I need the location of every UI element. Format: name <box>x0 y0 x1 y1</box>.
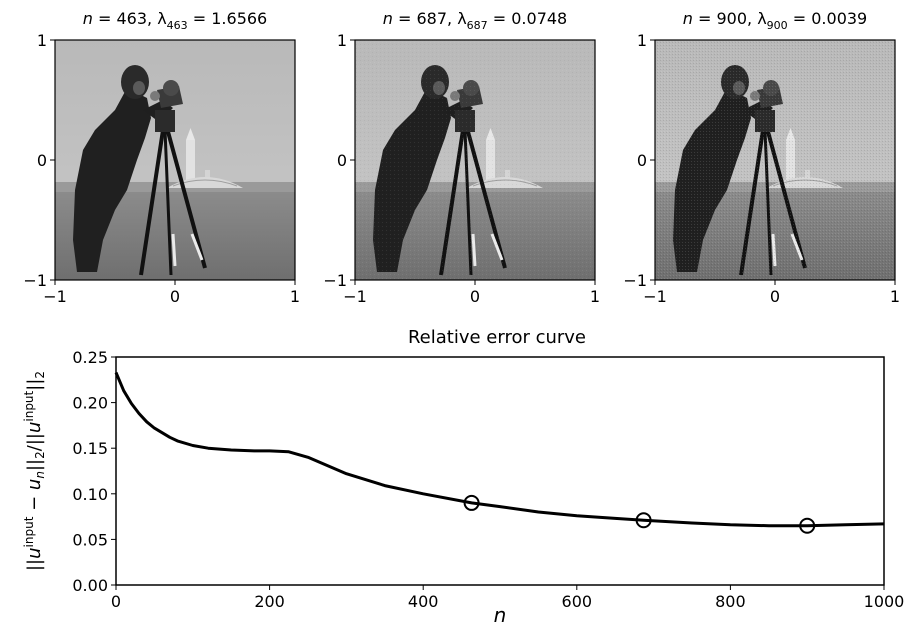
noise-overlay <box>655 40 895 280</box>
x-tick-label: 0 <box>470 287 480 306</box>
panel-title: n = 900, λ900 = 0.0039 <box>683 9 867 32</box>
y-tick-label: −1 <box>623 271 647 290</box>
noise-overlay <box>355 40 595 280</box>
y-tick-label: 0.15 <box>72 439 108 458</box>
y-tick-label: −1 <box>323 271 347 290</box>
y-tick-label: 0 <box>637 151 647 170</box>
x-tick-label: 0 <box>770 287 780 306</box>
panel-title: n = 463, λ463 = 1.6566 <box>83 9 267 32</box>
y-tick-label: −1 <box>23 271 47 290</box>
y-tick-label: 1 <box>37 31 47 50</box>
x-tick-label: 0 <box>111 592 121 611</box>
panel-title: n = 687, λ687 = 0.0748 <box>383 9 567 32</box>
relative-error-chart: Relative error curve 0 200 400 600 800 1000 0… <box>22 327 904 625</box>
y-tick-label: 1 <box>337 31 347 50</box>
y-tick-label: 1 <box>637 31 647 50</box>
y-tick-label: 0 <box>337 151 347 170</box>
chart-title: Relative error curve <box>408 327 586 348</box>
x-tick-label: 200 <box>254 592 285 611</box>
x-tick-label: 1 <box>590 287 600 306</box>
y-tick-label: 0.00 <box>72 576 108 595</box>
y-tick-label: 0.10 <box>72 485 108 504</box>
y-tick-label: 0.25 <box>72 348 108 367</box>
x-tick-label: −1 <box>643 287 667 306</box>
x-tick-label: 600 <box>562 592 593 611</box>
y-tick-label: 0 <box>37 151 47 170</box>
image-panel-2: n = 687, λ687 = 0.0748 −1 0 1 1 0 −1 <box>323 9 600 306</box>
error-curve <box>114 371 885 528</box>
x-tick-label: 800 <box>715 592 746 611</box>
x-axis-label: n <box>494 603 507 625</box>
sample-marker <box>635 512 652 529</box>
y-tick-label: 0.20 <box>72 394 108 413</box>
x-tick-label: 1000 <box>864 592 905 611</box>
x-tick-label: 0 <box>170 287 180 306</box>
x-tick-label: 1 <box>290 287 300 306</box>
image-panel-1: n = 463, λ463 = 1.6566 −1 0 1 1 0 −1 <box>23 9 300 306</box>
x-tick-label: −1 <box>43 287 67 306</box>
x-tick-label: −1 <box>343 287 367 306</box>
y-axis-label: ||uinput − un||2/||uinput||2 <box>22 371 47 571</box>
image-panel-3: n = 900, λ900 = 0.0039 −1 0 1 1 0 −1 <box>623 9 900 306</box>
x-tick-label: 1 <box>890 287 900 306</box>
x-tick-label: 400 <box>408 592 439 611</box>
plot-frame <box>115 356 885 586</box>
y-tick-label: 0.05 <box>72 530 108 549</box>
sample-marker <box>799 517 816 534</box>
cameraman-image <box>53 38 297 282</box>
sample-marker <box>463 494 480 511</box>
